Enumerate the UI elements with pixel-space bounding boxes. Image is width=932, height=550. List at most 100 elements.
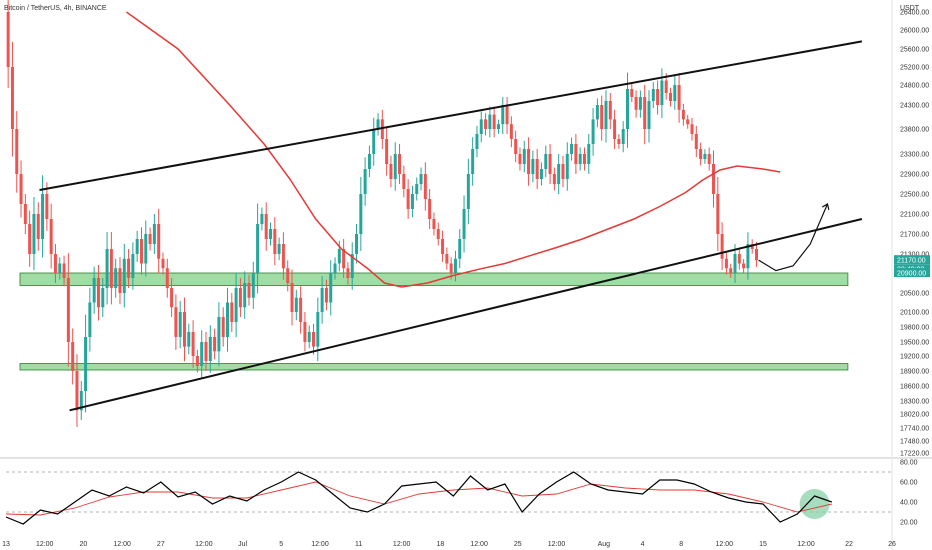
candle-body xyxy=(208,337,212,361)
candle-body xyxy=(638,97,642,110)
candle-body xyxy=(290,283,294,312)
candle-body xyxy=(557,164,561,184)
candle-body xyxy=(729,268,733,273)
candle-body xyxy=(432,219,436,229)
projection-arrow-head xyxy=(822,203,830,210)
rsi-y-tick-label: 20.00 xyxy=(900,520,918,527)
candle-body xyxy=(92,278,96,303)
candle-body xyxy=(299,297,303,322)
candle-body xyxy=(286,268,290,283)
candle-body xyxy=(294,297,298,312)
candle-body xyxy=(458,239,462,259)
candle-body xyxy=(213,337,217,352)
candle-body xyxy=(570,144,574,154)
rsi-line xyxy=(5,471,832,525)
y-tick-label: 24300.00 xyxy=(900,103,929,110)
candle-body xyxy=(600,105,604,129)
candle-body xyxy=(281,244,285,269)
candle-body xyxy=(337,249,341,264)
candle-body xyxy=(243,283,247,308)
candle-body xyxy=(621,129,625,144)
candle-body xyxy=(144,234,148,264)
candle-body xyxy=(449,263,453,273)
y-tick-label: 18020.00 xyxy=(900,412,929,419)
x-tick-label: 27 xyxy=(157,541,165,548)
candle-body xyxy=(96,278,100,308)
candle-body xyxy=(488,114,492,129)
candle-body xyxy=(256,224,260,273)
candle-body xyxy=(28,224,32,254)
support-zone-1 xyxy=(19,272,849,286)
candle-body xyxy=(41,194,45,239)
candle-body xyxy=(720,234,724,259)
candle-body xyxy=(191,332,195,356)
candle-body xyxy=(170,288,174,308)
candle-body xyxy=(419,174,423,184)
x-tick-label: 22 xyxy=(845,541,853,548)
candle-body xyxy=(312,332,316,347)
candle-body xyxy=(15,129,19,174)
candle-body xyxy=(479,119,483,134)
candle-body xyxy=(273,229,277,254)
candle-body xyxy=(23,204,27,224)
y-tick-label: 22900.00 xyxy=(900,172,929,179)
candle-body xyxy=(415,184,419,194)
candle-body xyxy=(135,239,139,254)
y-tick-label: 25200.00 xyxy=(900,65,929,72)
candle-body xyxy=(669,93,672,101)
candle-body xyxy=(690,124,694,134)
candle-body xyxy=(737,254,741,264)
rsi-y-tick-label: 60.00 xyxy=(900,480,918,487)
x-tick-label: 12:00 xyxy=(36,541,54,548)
candle-body xyxy=(604,101,608,129)
candle-body xyxy=(647,101,651,129)
y-tick-label: 22100.00 xyxy=(900,212,929,219)
y-tick-label: 18900.00 xyxy=(900,369,929,376)
candle-body xyxy=(716,194,720,234)
y-tick-label: 18300.00 xyxy=(900,399,929,406)
candle-body xyxy=(656,89,660,105)
candle-body xyxy=(496,124,500,129)
candle-body xyxy=(535,159,539,179)
candle-body xyxy=(393,154,397,179)
price-label-text: 20900.00 xyxy=(897,271,926,278)
y-tick-label: 21300.00 xyxy=(900,252,929,259)
candle-body xyxy=(131,254,135,278)
candle-body xyxy=(505,105,509,125)
highlight-circle xyxy=(799,489,830,519)
candle-body xyxy=(114,268,118,288)
chart-title: Bitcoin / TetherUS, 4h, BINANCE xyxy=(4,5,107,12)
y-tick-label: 18600.00 xyxy=(900,384,929,391)
candle-body xyxy=(578,154,582,164)
candle-body xyxy=(703,154,707,159)
candle-body xyxy=(398,154,402,174)
candle-body xyxy=(174,307,178,337)
candle-body xyxy=(307,332,311,342)
candle-body xyxy=(88,302,92,337)
candle-body xyxy=(355,234,359,254)
trendline-1 xyxy=(39,40,863,191)
candle-body xyxy=(699,149,703,159)
candle-body xyxy=(423,174,427,199)
candle-body xyxy=(204,342,208,361)
candle-body xyxy=(234,288,238,322)
candle-body xyxy=(587,144,591,164)
rsi-signal-line xyxy=(5,481,832,516)
candle-body xyxy=(514,139,518,154)
candle-body xyxy=(58,263,62,273)
candle-body xyxy=(19,174,23,204)
candle-body xyxy=(79,391,83,411)
x-tick-label: 15 xyxy=(759,541,767,548)
y-tick-label: 23300.00 xyxy=(900,152,929,159)
candle-body xyxy=(10,67,14,129)
candle-body xyxy=(707,154,711,164)
x-tick-label: 20 xyxy=(80,541,88,548)
candle-body xyxy=(226,302,229,337)
candle-body xyxy=(157,224,161,259)
y-tick-label: 19500.00 xyxy=(900,340,929,347)
candle-body xyxy=(518,154,522,164)
x-tick-label: Aug xyxy=(598,541,611,548)
x-tick-label: 12:00 xyxy=(113,541,131,548)
candle-body xyxy=(634,97,638,110)
